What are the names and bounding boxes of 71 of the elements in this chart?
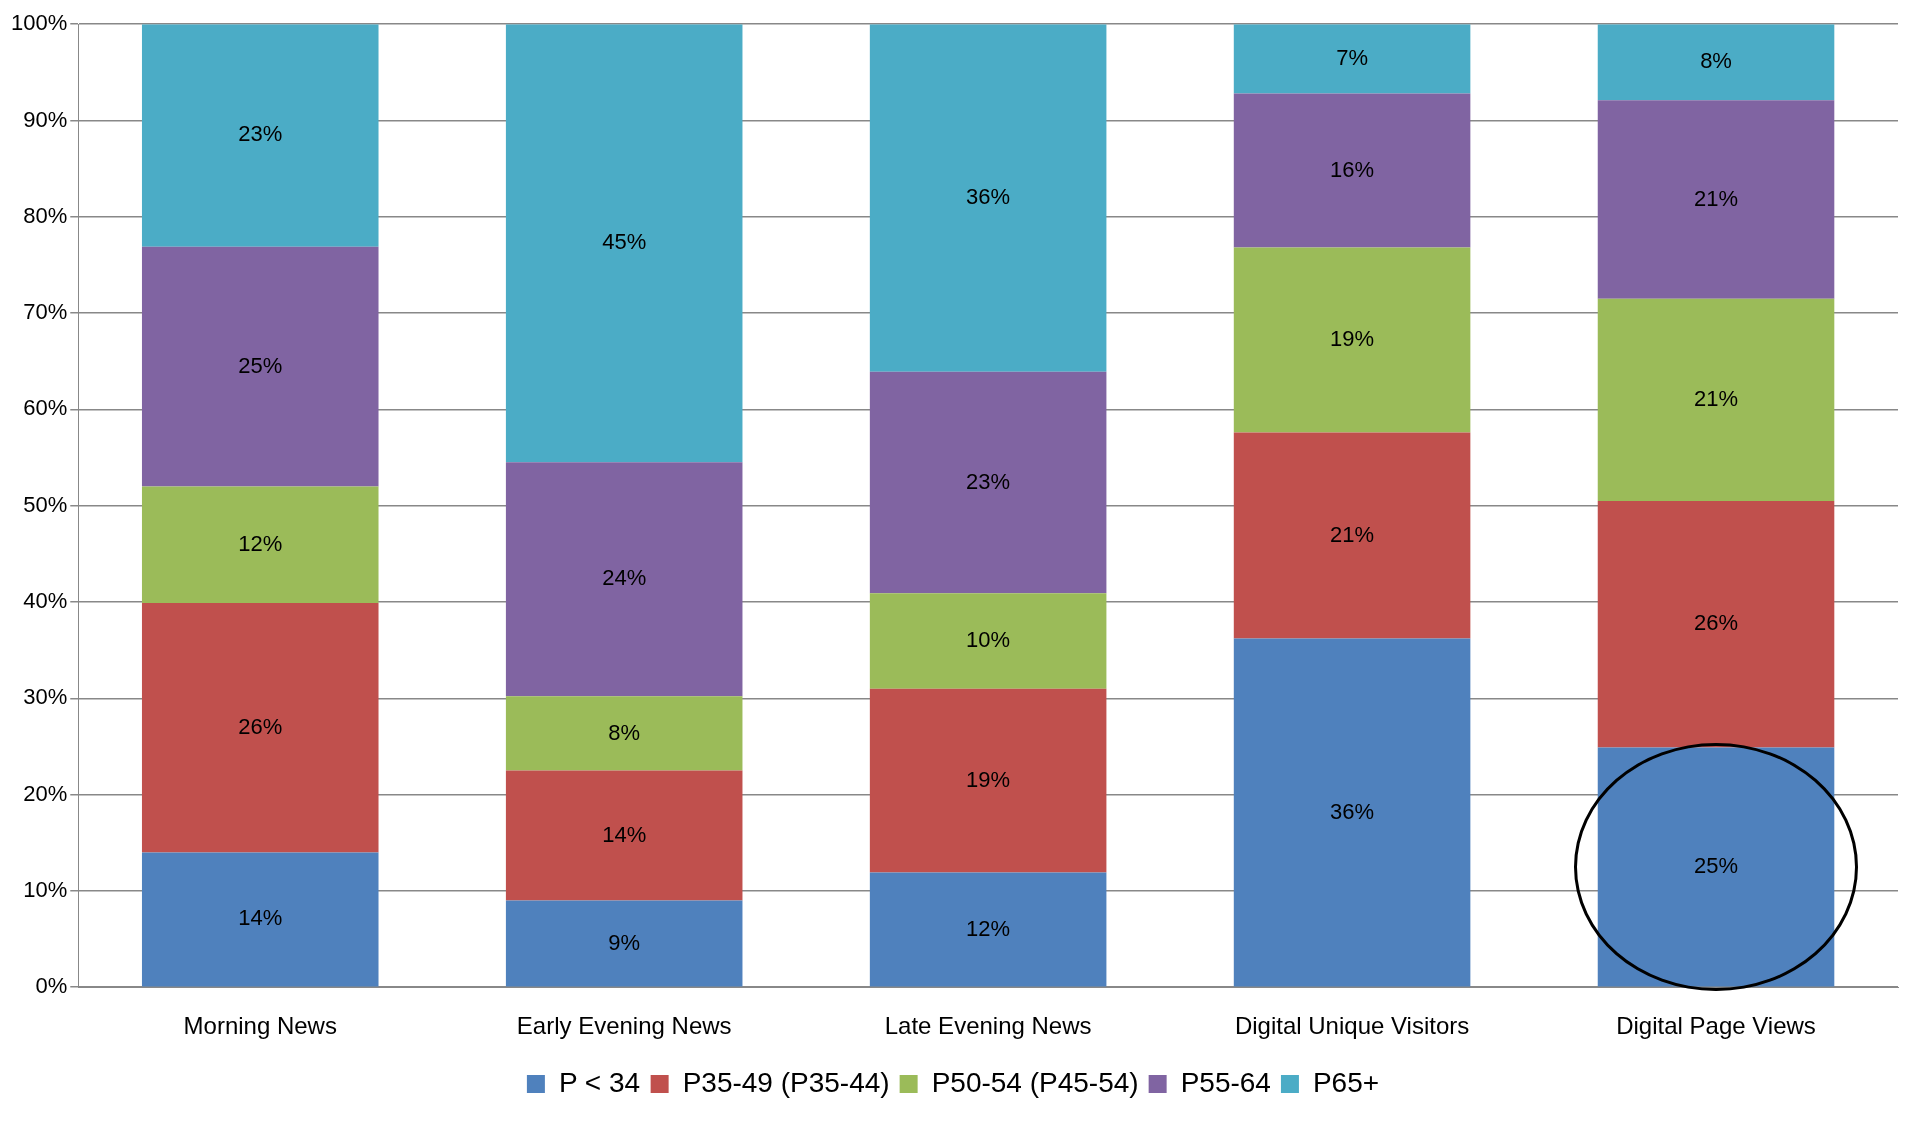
x-tick-label: Digital Page Views — [1616, 1012, 1816, 1040]
x-tick-label: Early Evening News — [516, 1012, 732, 1040]
data-label: 21% — [1330, 521, 1375, 547]
bar — [1597, 100, 1835, 299]
legend-label: P35-49 (P35-44) — [682, 1066, 890, 1098]
y-tick-label: 60% — [23, 395, 68, 421]
bar — [505, 696, 743, 771]
x-tick-label: Late Evening News — [884, 1012, 1092, 1040]
bar — [1233, 93, 1471, 248]
x-tick-label: Morning News — [183, 1012, 337, 1040]
data-label: 25% — [238, 352, 283, 378]
data-label: 19% — [1330, 326, 1375, 352]
legend-label: P55-64 — [1180, 1066, 1271, 1098]
bar — [1233, 432, 1471, 639]
y-tick-label: 40% — [23, 588, 68, 614]
data-label: 14% — [238, 905, 283, 931]
data-label: 23% — [238, 121, 283, 147]
bar — [1597, 24, 1835, 101]
data-label: 8% — [1700, 48, 1732, 74]
data-label: 21% — [1694, 385, 1739, 411]
legend-label: P50-54 (P45-54) — [931, 1066, 1139, 1098]
bar — [141, 246, 379, 487]
data-label: 26% — [1694, 610, 1739, 636]
data-label: 14% — [602, 821, 647, 847]
y-tick-label: 80% — [23, 202, 68, 228]
bar — [1597, 298, 1835, 501]
y-tick-label: 100% — [10, 10, 68, 36]
bar — [141, 852, 379, 987]
bar — [505, 462, 743, 697]
bar — [869, 872, 1107, 987]
bar — [869, 593, 1107, 689]
bar — [1597, 747, 1835, 987]
data-label: 16% — [1330, 156, 1375, 182]
y-tick-label: 0% — [35, 973, 68, 999]
y-tick-label: 90% — [23, 106, 68, 132]
y-tick-label: 10% — [23, 876, 68, 902]
bar — [1597, 500, 1835, 748]
x-tick-label: Digital Unique Visitors — [1234, 1012, 1470, 1040]
bar — [1233, 247, 1471, 433]
bar — [1233, 24, 1471, 94]
data-label: 9% — [608, 929, 641, 955]
data-label: 10% — [966, 627, 1011, 653]
data-label: 26% — [238, 713, 283, 739]
bar — [869, 688, 1107, 873]
bar — [505, 770, 743, 901]
bar — [869, 371, 1107, 594]
data-label: 19% — [966, 766, 1011, 792]
data-label: 12% — [238, 530, 283, 556]
bar — [141, 24, 379, 247]
y-tick-label: 30% — [23, 684, 68, 710]
bar — [505, 24, 743, 463]
data-label: 36% — [966, 184, 1011, 210]
y-tick-label: 70% — [23, 299, 68, 325]
y-tick-label: 50% — [23, 491, 68, 517]
data-label: 12% — [966, 915, 1011, 941]
legend-label: P < 34 — [558, 1066, 641, 1098]
data-label: 36% — [1330, 798, 1375, 824]
bar — [1233, 638, 1471, 987]
bar — [869, 24, 1107, 372]
data-label: 45% — [602, 229, 647, 255]
data-label: 8% — [608, 719, 641, 745]
bar — [141, 602, 379, 853]
data-label: 24% — [602, 565, 647, 591]
legend-label: P65+ — [1312, 1066, 1380, 1098]
bar — [141, 486, 379, 603]
bar — [505, 900, 743, 987]
data-label: 25% — [1694, 852, 1739, 878]
y-tick-label: 20% — [23, 780, 68, 806]
data-label: 7% — [1336, 44, 1368, 70]
data-label: 21% — [1694, 185, 1739, 211]
data-label: 23% — [966, 468, 1011, 494]
